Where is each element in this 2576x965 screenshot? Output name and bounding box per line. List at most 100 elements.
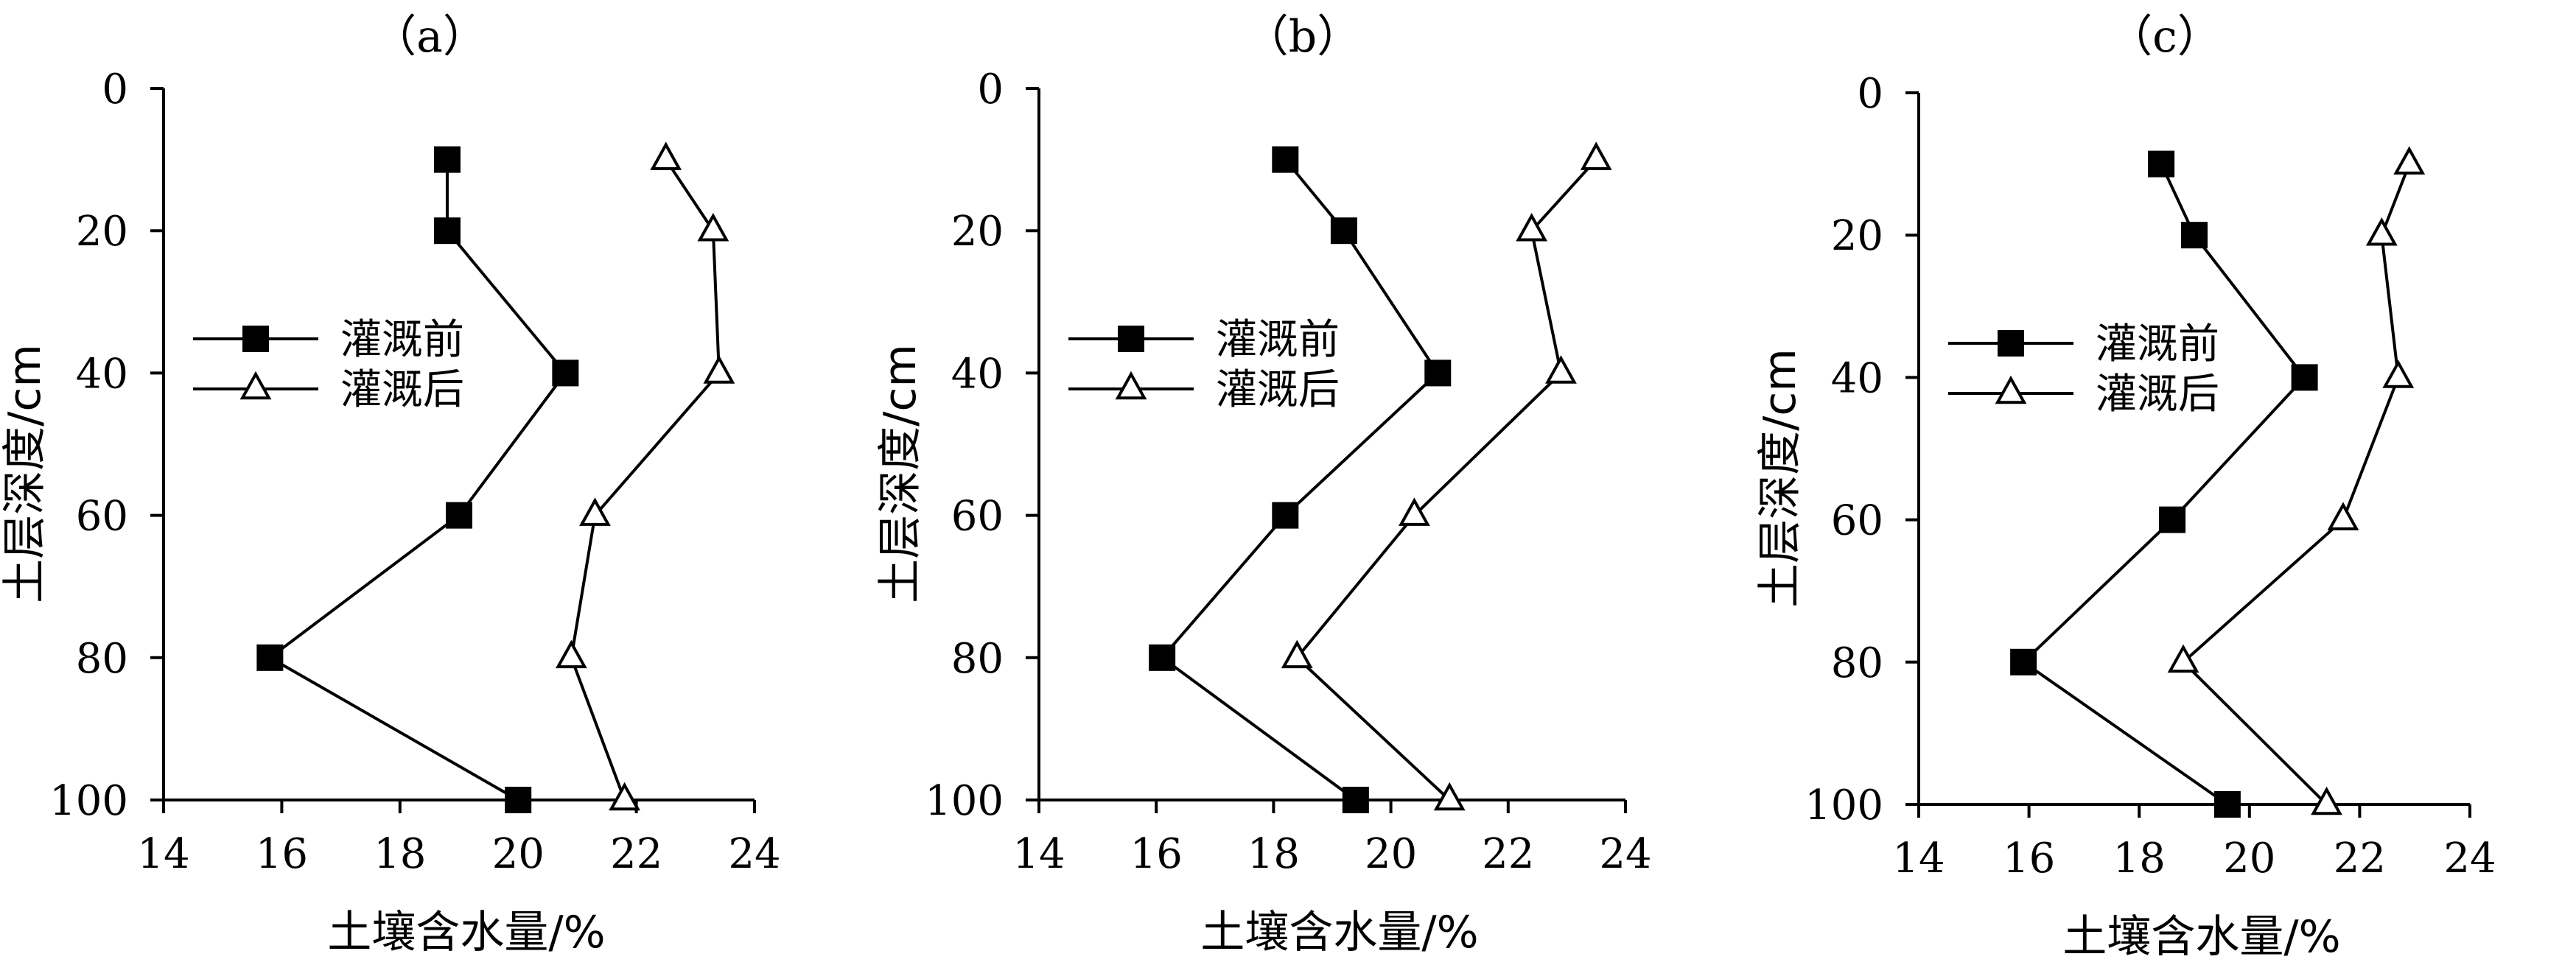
y-axis-title: 土层深度/cm <box>875 344 926 603</box>
legend-marker <box>239 371 272 400</box>
data-point <box>1330 217 1357 245</box>
y-tick-label: 40 <box>1831 354 1883 402</box>
legend-entry: 灌溉后 <box>340 366 464 414</box>
x-tick-label: 24 <box>2443 835 2496 882</box>
data-point <box>2213 791 2241 818</box>
series-after <box>555 141 735 811</box>
x-tick-label: 16 <box>2003 835 2055 882</box>
x-axis-title: 土壤含水量/% <box>327 907 605 958</box>
legend-entry: 灌溉后 <box>1216 366 1340 414</box>
data-point <box>650 141 682 170</box>
y-tick-label: 40 <box>951 350 1004 398</box>
data-point <box>256 644 284 671</box>
data-point <box>2167 644 2199 673</box>
data-point <box>552 359 579 387</box>
legend-entry: 灌溉前 <box>340 316 464 364</box>
data-point <box>609 782 640 811</box>
x-tick-label: 20 <box>1365 830 1417 878</box>
y-tick-label: 20 <box>76 208 128 256</box>
x-tick-label: 22 <box>610 830 662 878</box>
data-point <box>579 497 611 526</box>
y-tick-label: 60 <box>76 493 128 541</box>
legend-entry: 灌溉后 <box>2096 371 2219 418</box>
x-tick-label: 22 <box>2334 835 2386 882</box>
data-point <box>697 212 729 242</box>
data-point <box>1424 359 1452 387</box>
x-axis-title: 土壤含水量/% <box>2062 911 2340 963</box>
x-tick-label: 20 <box>492 830 545 878</box>
legend-marker <box>1115 371 1147 400</box>
legend-marker <box>242 326 269 352</box>
data-point <box>2311 786 2342 815</box>
x-tick-label: 14 <box>1892 835 1945 882</box>
data-point <box>2181 222 2208 249</box>
x-axis-title: 土壤含水量/% <box>1200 907 1478 958</box>
x-tick-label: 16 <box>256 830 308 878</box>
x-tick-label: 24 <box>1599 830 1651 878</box>
series-line <box>2020 163 2307 806</box>
data-point <box>505 787 532 813</box>
legend-marker <box>1995 375 2027 404</box>
y-tick-label: 0 <box>977 66 1004 113</box>
data-point <box>2365 217 2398 246</box>
y-tick-label: 80 <box>951 635 1004 683</box>
x-tick-label: 18 <box>2113 835 2166 882</box>
data-point <box>2159 506 2186 533</box>
x-tick-label: 14 <box>1012 830 1065 878</box>
data-point <box>2382 359 2415 388</box>
series-after <box>2167 146 2426 815</box>
data-point <box>555 639 587 669</box>
y-tick-label: 20 <box>1831 212 1883 260</box>
series-before <box>1149 146 1452 813</box>
data-point <box>1399 497 1430 526</box>
x-tick-label: 22 <box>1482 830 1534 878</box>
panel-label: （a） <box>372 11 487 63</box>
series-after <box>1281 141 1612 811</box>
y-axis-title: 土层深度/cm <box>0 344 51 603</box>
data-point <box>2291 364 2318 391</box>
series-before <box>2010 150 2318 818</box>
data-point <box>1433 782 1466 811</box>
panel-label: （b） <box>1245 11 1361 63</box>
x-tick-label: 20 <box>2223 835 2275 882</box>
y-tick-label: 0 <box>102 66 128 113</box>
data-point <box>2010 648 2037 676</box>
data-point <box>2393 146 2426 175</box>
y-tick-label: 80 <box>1831 639 1883 687</box>
data-point <box>446 502 472 529</box>
data-point <box>433 217 461 245</box>
x-tick-label: 18 <box>1247 830 1300 878</box>
y-tick-label: 100 <box>1805 782 1883 829</box>
data-point <box>1545 355 1577 384</box>
x-tick-label: 18 <box>374 830 426 878</box>
series-line <box>1295 158 1597 801</box>
data-point <box>1272 146 1299 173</box>
series-line <box>570 158 721 801</box>
panel-label: （c） <box>2108 11 2222 63</box>
data-point <box>1272 502 1299 529</box>
data-point <box>2148 150 2175 178</box>
series-before <box>256 146 579 813</box>
data-point <box>1149 644 1176 671</box>
data-point <box>1580 141 1612 170</box>
series-line <box>2181 163 2411 806</box>
y-tick-label: 80 <box>76 635 128 683</box>
y-tick-label: 60 <box>951 493 1004 541</box>
y-tick-label: 20 <box>951 208 1004 256</box>
data-point <box>703 355 735 384</box>
legend-marker <box>1998 330 2024 357</box>
y-axis-title: 土层深度/cm <box>1754 348 1806 608</box>
x-tick-label: 16 <box>1130 830 1183 878</box>
data-point <box>1516 212 1548 242</box>
x-tick-label: 24 <box>728 830 780 878</box>
series-line <box>1160 158 1440 801</box>
y-tick-label: 100 <box>49 777 128 825</box>
legend-entry: 灌溉前 <box>1216 316 1340 364</box>
x-tick-label: 14 <box>137 830 189 878</box>
